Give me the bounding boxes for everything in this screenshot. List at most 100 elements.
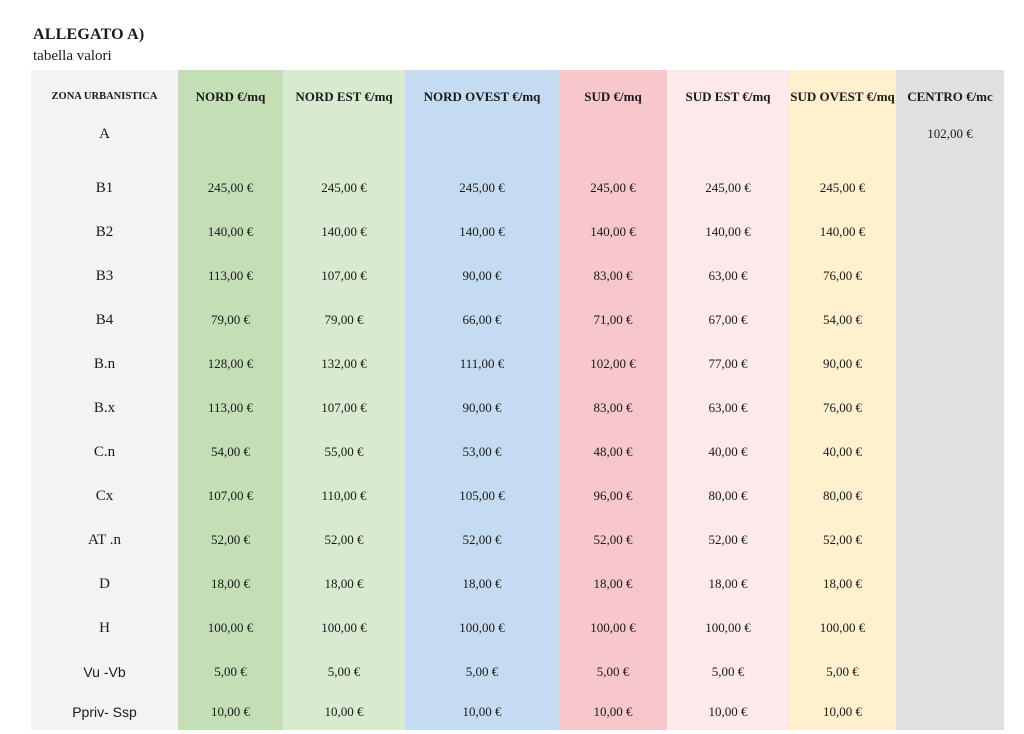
value-cell-sud-ovest xyxy=(789,122,896,166)
value-cell-sud-est: 245,00 € xyxy=(667,166,789,210)
zone-cell: B4 xyxy=(31,298,178,342)
zone-cell: B.x xyxy=(31,386,178,430)
column-header-sud-ovest: SUD OVEST €/mq xyxy=(789,70,896,122)
zone-cell: B.n xyxy=(31,342,178,386)
values-table: ZONA URBANISTICA NORD €/mq NORD EST €/mq… xyxy=(31,70,1004,730)
value-cell-nord-est: 107,00 € xyxy=(283,254,405,298)
value-cell-nord-ovest xyxy=(405,122,559,166)
value-cell-sud-est: 140,00 € xyxy=(667,210,789,254)
value-cell-nord-ovest: 100,00 € xyxy=(405,606,559,650)
value-cell-nord: 52,00 € xyxy=(178,518,283,562)
table-row: A 102,00 € xyxy=(31,122,1004,166)
value-cell-nord: 128,00 € xyxy=(178,342,283,386)
value-cell-sud: 96,00 € xyxy=(559,474,667,518)
value-cell-centro xyxy=(896,606,1004,650)
value-cell-sud: 52,00 € xyxy=(559,518,667,562)
value-cell-centro xyxy=(896,518,1004,562)
value-cell-sud-ovest: 80,00 € xyxy=(789,474,896,518)
value-cell-nord: 18,00 € xyxy=(178,562,283,606)
value-cell-centro xyxy=(896,166,1004,210)
column-header-nord-ovest: NORD OVEST €/mq xyxy=(405,70,559,122)
value-cell-sud-ovest: 40,00 € xyxy=(789,430,896,474)
value-cell-sud-ovest: 52,00 € xyxy=(789,518,896,562)
value-cell-sud-ovest: 90,00 € xyxy=(789,342,896,386)
value-cell-centro: 102,00 € xyxy=(896,122,1004,166)
table-row: H 100,00 €100,00 €100,00 €100,00 €100,00 … xyxy=(31,606,1004,650)
value-cell-sud-est: 77,00 € xyxy=(667,342,789,386)
value-cell-sud: 5,00 € xyxy=(559,650,667,694)
zone-cell: B3 xyxy=(31,254,178,298)
value-cell-sud: 83,00 € xyxy=(559,386,667,430)
value-cell-nord-est: 132,00 € xyxy=(283,342,405,386)
value-cell-sud-est: 52,00 € xyxy=(667,518,789,562)
value-cell-sud-est: 67,00 € xyxy=(667,298,789,342)
value-cell-sud: 83,00 € xyxy=(559,254,667,298)
value-cell-sud-est: 5,00 € xyxy=(667,650,789,694)
value-cell-nord-est xyxy=(283,122,405,166)
value-cell-centro xyxy=(896,430,1004,474)
value-cell-sud xyxy=(559,122,667,166)
value-cell-sud-ovest: 245,00 € xyxy=(789,166,896,210)
value-cell-nord-ovest: 66,00 € xyxy=(405,298,559,342)
table-row: Cx 107,00 €110,00 €105,00 €96,00 €80,00 €… xyxy=(31,474,1004,518)
value-cell-nord: 140,00 € xyxy=(178,210,283,254)
document-subtitle: tabella valori xyxy=(33,48,112,64)
value-cell-sud-est: 80,00 € xyxy=(667,474,789,518)
value-cell-centro xyxy=(896,254,1004,298)
document-title: ALLEGATO A) xyxy=(33,26,145,43)
value-cell-sud-est: 18,00 € xyxy=(667,562,789,606)
table-header-row: ZONA URBANISTICA NORD €/mq NORD EST €/mq… xyxy=(31,70,1004,122)
table-body: A 102,00 € B1 245,00 €245,00 €245,00 €245,0… xyxy=(31,122,1004,730)
zone-cell: D xyxy=(31,562,178,606)
value-cell-nord: 100,00 € xyxy=(178,606,283,650)
table-row: B.n 128,00 €132,00 €111,00 €102,00 €77,00… xyxy=(31,342,1004,386)
value-cell-nord-ovest: 140,00 € xyxy=(405,210,559,254)
value-cell-nord-est: 100,00 € xyxy=(283,606,405,650)
value-cell-sud-est: 63,00 € xyxy=(667,254,789,298)
value-cell-nord-ovest: 245,00 € xyxy=(405,166,559,210)
table-row: B4 79,00 €79,00 €66,00 €71,00 €67,00 €54,… xyxy=(31,298,1004,342)
value-cell-nord-est: 5,00 € xyxy=(283,650,405,694)
value-cell-sud-ovest: 5,00 € xyxy=(789,650,896,694)
value-cell-nord-ovest: 10,00 € xyxy=(405,694,559,730)
zone-cell: A xyxy=(31,122,178,166)
value-cell-nord-est: 18,00 € xyxy=(283,562,405,606)
value-cell-nord: 79,00 € xyxy=(178,298,283,342)
value-cell-nord-ovest: 18,00 € xyxy=(405,562,559,606)
value-cell-sud-ovest: 18,00 € xyxy=(789,562,896,606)
value-cell-centro xyxy=(896,650,1004,694)
value-cell-sud-ovest: 76,00 € xyxy=(789,386,896,430)
value-cell-sud: 71,00 € xyxy=(559,298,667,342)
value-cell-nord: 113,00 € xyxy=(178,386,283,430)
value-cell-sud-est: 63,00 € xyxy=(667,386,789,430)
table-row: B3 113,00 €107,00 €90,00 €83,00 €63,00 €7… xyxy=(31,254,1004,298)
table-row: D 18,00 €18,00 €18,00 €18,00 €18,00 €18,0… xyxy=(31,562,1004,606)
table-row: C.n 54,00 €55,00 €53,00 €48,00 €40,00 €40… xyxy=(31,430,1004,474)
column-header-centro: CENTRO €/mc xyxy=(896,70,1004,122)
table-row: B2 140,00 €140,00 €140,00 €140,00 €140,00… xyxy=(31,210,1004,254)
value-cell-sud-ovest: 76,00 € xyxy=(789,254,896,298)
value-cell-centro xyxy=(896,342,1004,386)
table-row: B1 245,00 €245,00 €245,00 €245,00 €245,00… xyxy=(31,166,1004,210)
value-cell-nord-ovest: 90,00 € xyxy=(405,386,559,430)
value-cell-nord: 107,00 € xyxy=(178,474,283,518)
value-cell-nord-est: 140,00 € xyxy=(283,210,405,254)
value-cell-nord-ovest: 111,00 € xyxy=(405,342,559,386)
value-cell-sud: 102,00 € xyxy=(559,342,667,386)
value-cell-sud-ovest: 100,00 € xyxy=(789,606,896,650)
column-header-zona: ZONA URBANISTICA xyxy=(31,70,178,122)
value-cell-sud: 100,00 € xyxy=(559,606,667,650)
value-cell-sud: 48,00 € xyxy=(559,430,667,474)
table-row: Ppriv- Ssp 10,00 €10,00 €10,00 €10,00 €10… xyxy=(31,694,1004,730)
column-header-sud: SUD €/mq xyxy=(559,70,667,122)
zone-cell: Ppriv- Ssp xyxy=(31,694,178,730)
value-cell-sud: 10,00 € xyxy=(559,694,667,730)
value-cell-nord-ovest: 105,00 € xyxy=(405,474,559,518)
value-cell-nord-est: 52,00 € xyxy=(283,518,405,562)
value-cell-nord: 245,00 € xyxy=(178,166,283,210)
column-header-nord-est: NORD EST €/mq xyxy=(283,70,405,122)
zone-cell: AT .n xyxy=(31,518,178,562)
value-cell-centro xyxy=(896,474,1004,518)
value-cell-nord-est: 10,00 € xyxy=(283,694,405,730)
value-cell-sud-est xyxy=(667,122,789,166)
